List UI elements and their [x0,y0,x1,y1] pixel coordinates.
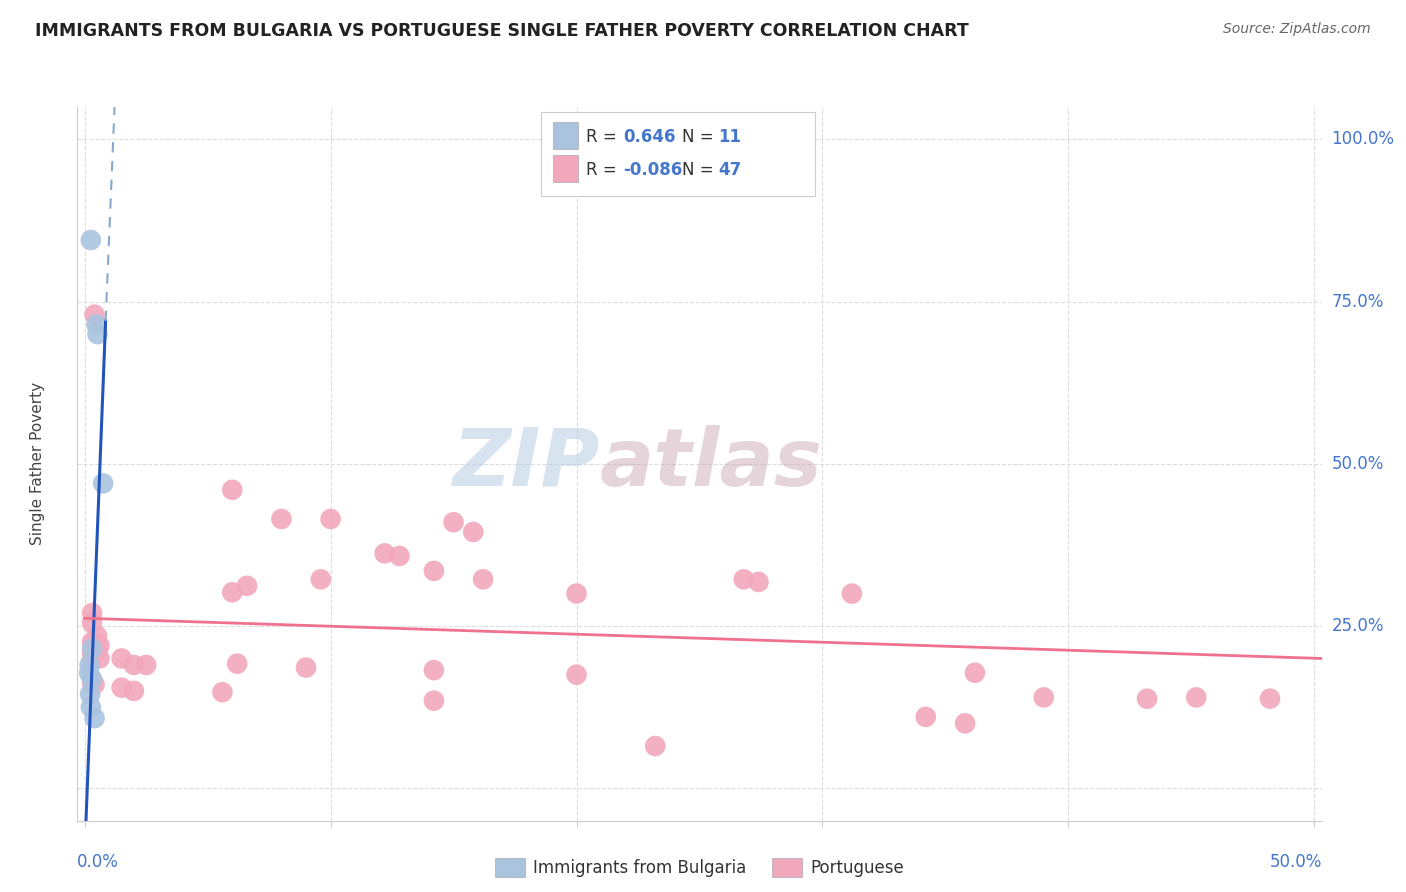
Text: N =: N = [682,161,718,178]
Point [644,739,666,753]
Point [110,681,132,695]
Point [226,657,249,671]
Point [914,710,936,724]
Point [80,606,103,620]
Point [963,665,986,680]
Text: Single Father Poverty: Single Father Poverty [30,383,45,545]
Point [80,676,103,690]
Point [309,572,332,586]
Point [319,512,342,526]
Text: 11: 11 [718,128,741,145]
Point [841,586,863,600]
Point [89,639,111,653]
Point [463,524,485,539]
Point [472,572,495,586]
Legend: Immigrants from Bulgaria, Portuguese: Immigrants from Bulgaria, Portuguese [488,851,911,884]
Point [89,651,111,665]
Point [221,483,243,497]
Point [443,515,465,529]
Text: Source: ZipAtlas.com: Source: ZipAtlas.com [1223,22,1371,37]
Point [86,629,108,643]
Point [86,643,108,657]
Point [295,660,318,674]
Point [211,685,233,699]
Point [1185,690,1208,705]
Point [270,512,292,526]
Point [86,318,108,332]
Text: ZIP: ZIP [453,425,600,503]
Point [423,693,446,707]
Text: -0.086: -0.086 [623,161,682,178]
Point [83,308,105,322]
Point [423,564,446,578]
Point [221,585,243,599]
Point [1258,691,1281,706]
Point [80,615,103,630]
Text: IMMIGRANTS FROM BULGARIA VS PORTUGUESE SINGLE FATHER POVERTY CORRELATION CHART: IMMIGRANTS FROM BULGARIA VS PORTUGUESE S… [35,22,969,40]
Point [1136,691,1159,706]
Point [83,711,105,725]
Point [80,672,103,686]
Point [565,667,588,681]
Point [80,233,103,247]
Text: 0.0%: 0.0% [77,853,120,871]
Point [79,687,101,701]
Text: R =: R = [586,161,623,178]
Point [80,651,103,665]
Point [110,651,132,665]
Point [79,657,101,672]
Text: 100.0%: 100.0% [1331,130,1395,148]
Point [80,641,103,656]
Text: N =: N = [682,128,718,145]
Point [77,665,100,680]
Point [1032,690,1054,705]
Point [423,663,446,677]
Text: R =: R = [586,128,623,145]
Text: 75.0%: 75.0% [1331,293,1384,310]
Point [122,684,145,698]
Point [80,635,103,649]
Point [236,579,259,593]
Point [388,549,411,563]
Text: atlas: atlas [600,425,823,503]
Point [565,586,588,600]
Text: 50.0%: 50.0% [1331,455,1384,473]
Point [80,645,103,659]
Text: 50.0%: 50.0% [1270,853,1322,871]
Point [122,657,145,672]
Point [135,657,157,672]
Point [86,327,108,342]
Point [733,572,755,586]
Point [374,546,396,560]
Text: 25.0%: 25.0% [1331,617,1384,635]
Point [953,716,976,731]
Point [83,677,105,691]
Point [747,574,769,589]
Text: 0.646: 0.646 [623,128,675,145]
Text: 47: 47 [718,161,742,178]
Point [91,476,114,491]
Point [80,700,103,714]
